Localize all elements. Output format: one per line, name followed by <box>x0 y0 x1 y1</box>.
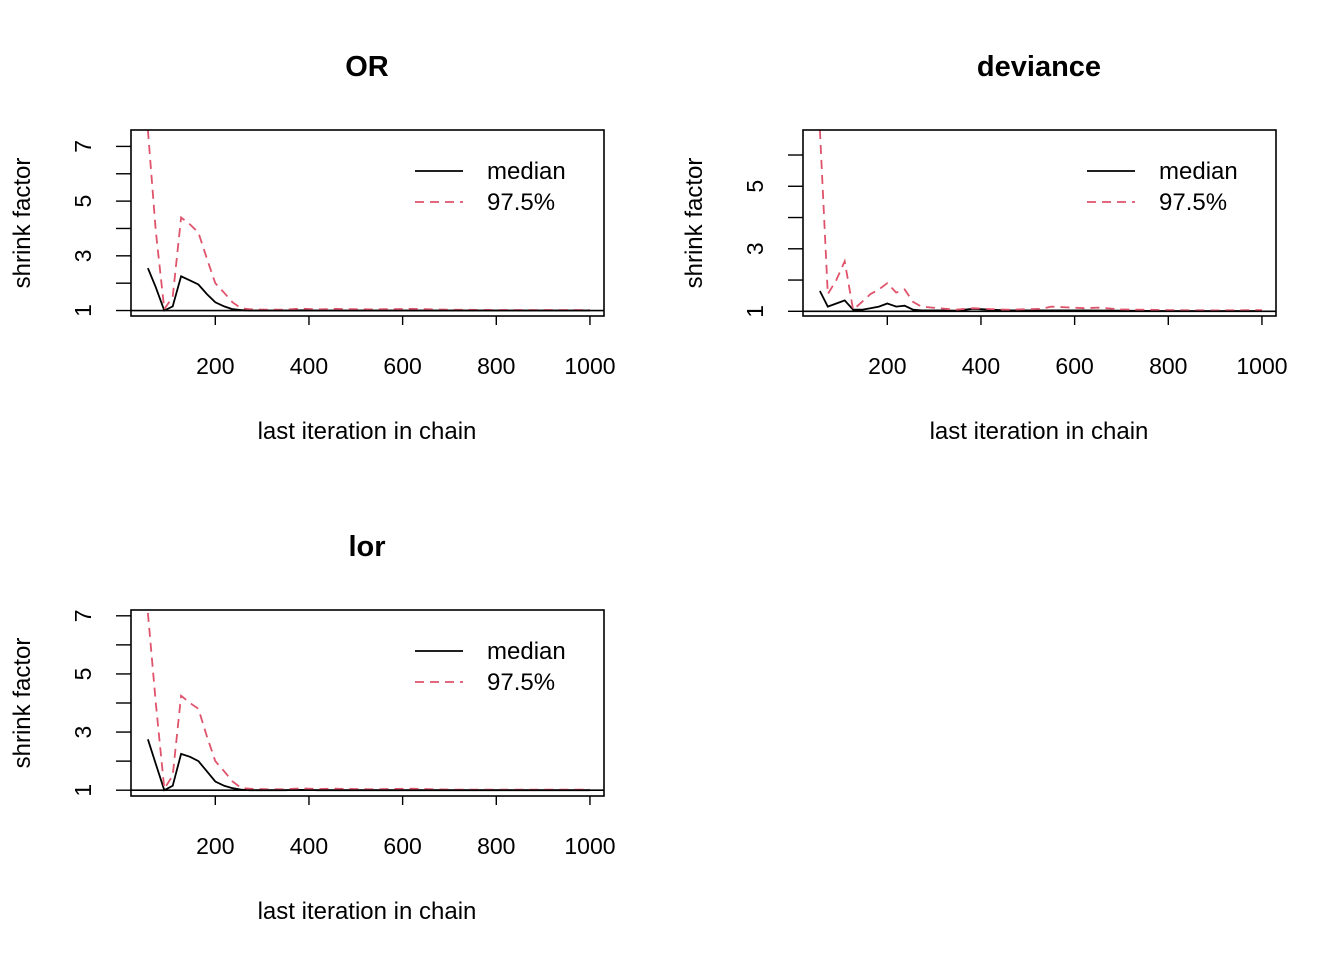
legend-label: median <box>1159 158 1238 185</box>
x-tick-label: 1000 <box>564 353 615 379</box>
series-line-q975 <box>147 612 590 792</box>
x-axis-label: last iteration in chain <box>258 418 477 445</box>
y-tick-label: 3 <box>742 242 768 255</box>
x-tick-label: 800 <box>1149 353 1187 379</box>
x-tick-label: 200 <box>196 833 234 859</box>
x-tick-label: 800 <box>477 353 515 379</box>
panel-title: deviance <box>977 51 1101 83</box>
y-axis-label: shrink factor <box>9 638 36 769</box>
x-tick-label: 1000 <box>1236 353 1287 379</box>
y-axis-label: shrink factor <box>681 158 708 289</box>
x-axis-label: last iteration in chain <box>930 418 1149 445</box>
x-tick-label: 200 <box>196 353 234 379</box>
y-tick-label: 5 <box>70 668 96 681</box>
legend-label: median <box>487 638 566 665</box>
legend-label: 97.5% <box>1159 189 1227 216</box>
y-tick-label: 7 <box>70 140 96 153</box>
x-axis-label: last iteration in chain <box>258 898 477 925</box>
panel-or: OR last iteration in chain shrink factor… <box>9 51 616 445</box>
y-tick-label: 5 <box>70 195 96 208</box>
y-tick-label: 1 <box>70 304 96 317</box>
y-tick-label: 1 <box>742 305 768 318</box>
x-tick-label: 600 <box>383 353 421 379</box>
plot-frame <box>802 129 1277 317</box>
legend-label: 97.5% <box>487 189 555 216</box>
panel-lor: lor last iteration in chain shrink facto… <box>9 531 616 925</box>
series-line-q975 <box>147 130 590 312</box>
x-tick-label: 400 <box>290 353 328 379</box>
y-tick-label: 5 <box>742 180 768 193</box>
panel-title: OR <box>345 51 389 83</box>
y-tick-label: 3 <box>70 249 96 262</box>
y-tick-label: 1 <box>70 784 96 797</box>
x-tick-label: 800 <box>477 833 515 859</box>
panel-title: lor <box>348 531 385 563</box>
y-axis-label: shrink factor <box>9 158 36 289</box>
series-line-median <box>147 267 590 312</box>
panel-deviance: deviance last iteration in chain shrink … <box>681 51 1288 445</box>
legend-label: median <box>487 158 566 185</box>
x-tick-label: 400 <box>962 353 1000 379</box>
x-tick-label: 400 <box>290 833 328 859</box>
series-line-median <box>819 290 1262 312</box>
series-line-median <box>147 739 590 792</box>
x-tick-label: 600 <box>383 833 421 859</box>
x-tick-label: 1000 <box>564 833 615 859</box>
y-tick-label: 7 <box>70 609 96 622</box>
plot-frame <box>130 129 605 317</box>
legend-label: 97.5% <box>487 669 555 696</box>
y-tick-label: 3 <box>70 726 96 739</box>
series-line-q975 <box>819 130 1263 312</box>
x-tick-label: 200 <box>868 353 906 379</box>
x-tick-label: 600 <box>1055 353 1093 379</box>
